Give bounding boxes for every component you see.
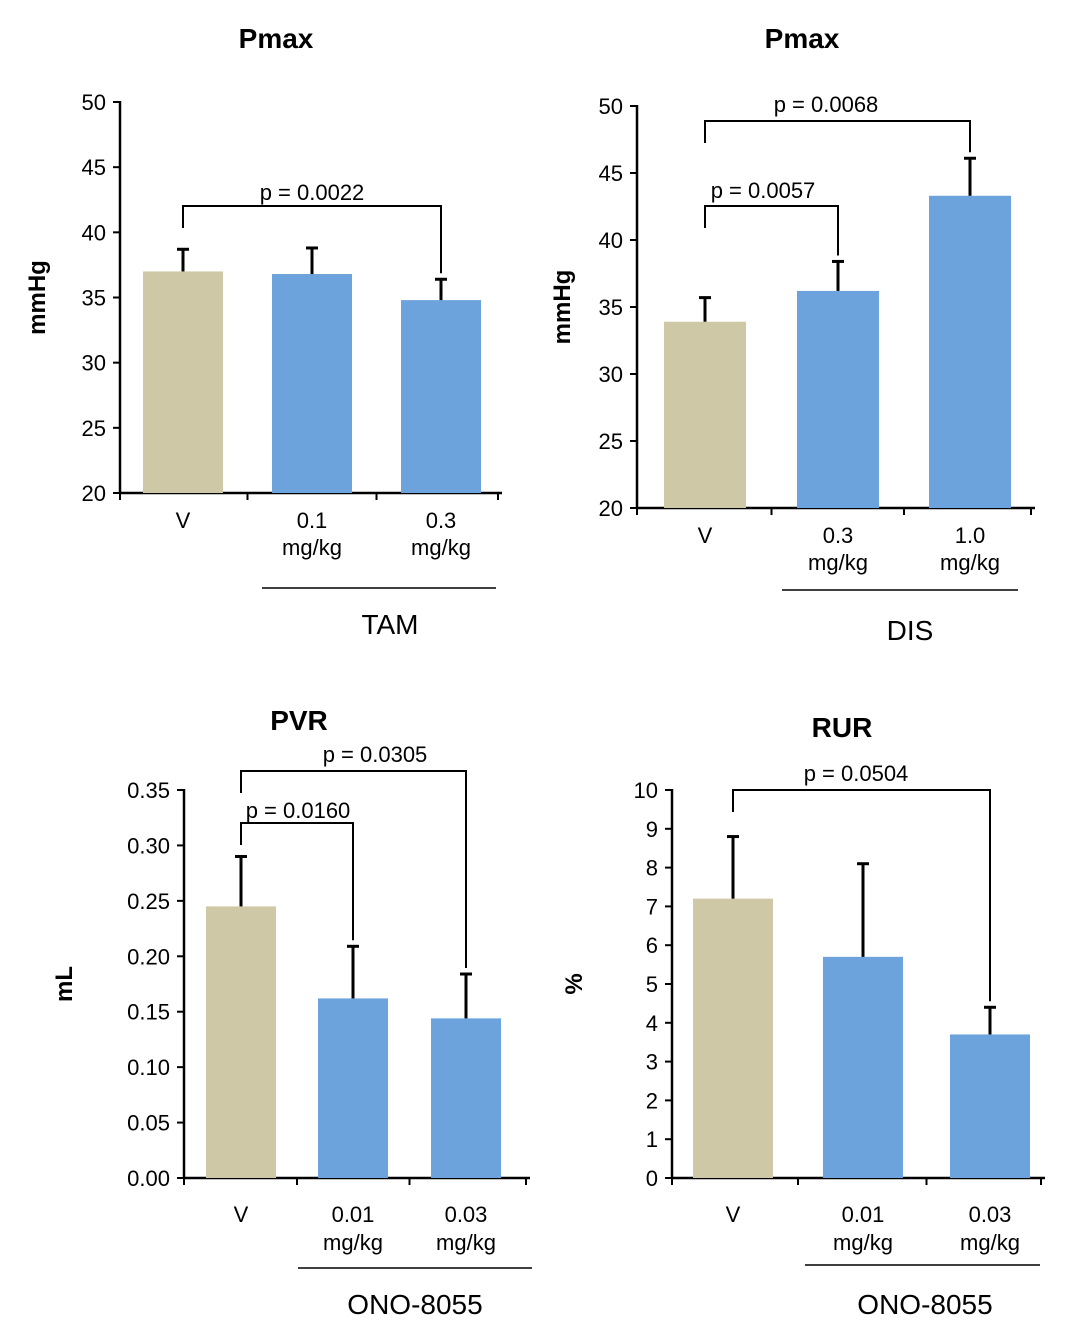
category-label: V	[698, 523, 713, 548]
y-tick-label: 6	[646, 933, 658, 958]
chart-title: Pmax	[239, 23, 314, 54]
y-tick-label: 1	[646, 1127, 658, 1152]
significance-bracket	[240, 822, 354, 941]
y-tick-label: 4	[646, 1011, 658, 1036]
y-axis-label: mmHg	[24, 260, 51, 335]
category-label: 0.03	[445, 1202, 488, 1227]
y-tick-label: 30	[82, 351, 106, 376]
category-label: V	[176, 508, 191, 533]
y-tick-label: 45	[599, 161, 623, 186]
y-tick-label: 5	[646, 972, 658, 997]
y-tick-label: 20	[82, 481, 106, 506]
category-label: mg/kg	[960, 1230, 1020, 1255]
category-label: mg/kg	[436, 1230, 496, 1255]
group-label: ONO-8055	[857, 1289, 992, 1320]
y-tick-label: 0.05	[127, 1111, 170, 1136]
y-tick-label: 50	[599, 94, 623, 119]
category-label: 0.1	[297, 508, 328, 533]
y-axis-label: mL	[51, 966, 78, 1002]
bar-1	[693, 898, 773, 1178]
y-tick-label: 3	[646, 1050, 658, 1075]
bar-2	[318, 998, 388, 1178]
category-label: mg/kg	[282, 535, 342, 560]
y-tick-label: 0.30	[127, 833, 170, 858]
y-tick-label: 25	[82, 416, 106, 441]
p-value-label: p = 0.0160	[246, 798, 351, 823]
chart-title: PVR	[270, 705, 328, 736]
y-tick-label: 40	[82, 220, 106, 245]
y-tick-label: 0.25	[127, 889, 170, 914]
bar-2	[797, 290, 879, 508]
bar-1	[206, 906, 276, 1178]
y-tick-label: 0.00	[127, 1166, 170, 1191]
y-tick-label: 40	[599, 228, 623, 253]
group-label: DIS	[887, 615, 934, 646]
p-value-label: p = 0.0057	[711, 178, 816, 203]
chart-panel-4: RUR% 0 1 2 3 4 5 6 7 8 9 10 V 0.01 mg/kg 0.03 mg/kg ONO-8…	[561, 712, 1045, 1320]
p-value-label: p = 0.0504	[804, 761, 909, 786]
y-tick-label: 0.20	[127, 944, 170, 969]
p-value-label: p = 0.0022	[260, 180, 365, 205]
y-tick-label: 25	[599, 429, 623, 454]
p-value-label: p = 0.0305	[323, 742, 428, 767]
significance-bracket	[182, 205, 442, 274]
bar-3	[401, 300, 481, 493]
group-label: TAM	[361, 609, 418, 640]
y-tick-label: 10	[634, 778, 658, 803]
significance-bracket	[732, 789, 991, 1002]
y-tick-label: 0	[646, 1166, 658, 1191]
category-label: 0.01	[842, 1202, 885, 1227]
significance-bracket	[704, 205, 839, 256]
p-value-label: p = 0.0068	[774, 92, 879, 117]
y-axis-label: mmHg	[549, 270, 576, 345]
y-tick-label: 35	[599, 295, 623, 320]
bar-2	[823, 956, 903, 1178]
chart-title: Pmax	[765, 23, 840, 54]
y-tick-label: 0.15	[127, 1000, 170, 1025]
y-tick-label: 8	[646, 856, 658, 881]
group-label: ONO-8055	[347, 1289, 482, 1320]
bar-3	[431, 1018, 501, 1178]
y-tick-label: 2	[646, 1088, 658, 1113]
y-axis-label: %	[561, 973, 588, 994]
category-label: mg/kg	[411, 535, 471, 560]
category-label: mg/kg	[833, 1230, 893, 1255]
category-label: 0.3	[823, 523, 854, 548]
category-label: 0.03	[969, 1202, 1012, 1227]
significance-bracket	[240, 770, 467, 969]
bar-1	[664, 321, 746, 508]
category-label: 0.3	[426, 508, 457, 533]
y-tick-label: 20	[599, 496, 623, 521]
category-label: 1.0	[955, 523, 986, 548]
bar-3	[929, 195, 1011, 508]
category-label: mg/kg	[808, 550, 868, 575]
chart-panel-3: PVR mL 0.00 0.05 0.10 0.15 0.20 0.25 0.30 0.35 V 0.…	[51, 705, 532, 1320]
category-label: V	[234, 1202, 249, 1227]
category-label: 0.01	[332, 1202, 375, 1227]
chart-title: RUR	[812, 712, 873, 743]
y-tick-label: 0.35	[127, 778, 170, 803]
category-label: mg/kg	[940, 550, 1000, 575]
y-tick-label: 35	[82, 286, 106, 311]
significance-bracket	[704, 120, 971, 153]
category-label: mg/kg	[323, 1230, 383, 1255]
y-tick-label: 50	[82, 90, 106, 115]
bar-2	[272, 274, 352, 493]
y-tick-label: 7	[646, 894, 658, 919]
y-tick-label: 9	[646, 817, 658, 842]
bar-3	[950, 1034, 1030, 1178]
category-label: V	[726, 1202, 741, 1227]
y-tick-label: 45	[82, 155, 106, 180]
y-tick-label: 30	[599, 362, 623, 387]
bar-1	[143, 271, 223, 493]
y-tick-label: 0.10	[127, 1055, 170, 1080]
